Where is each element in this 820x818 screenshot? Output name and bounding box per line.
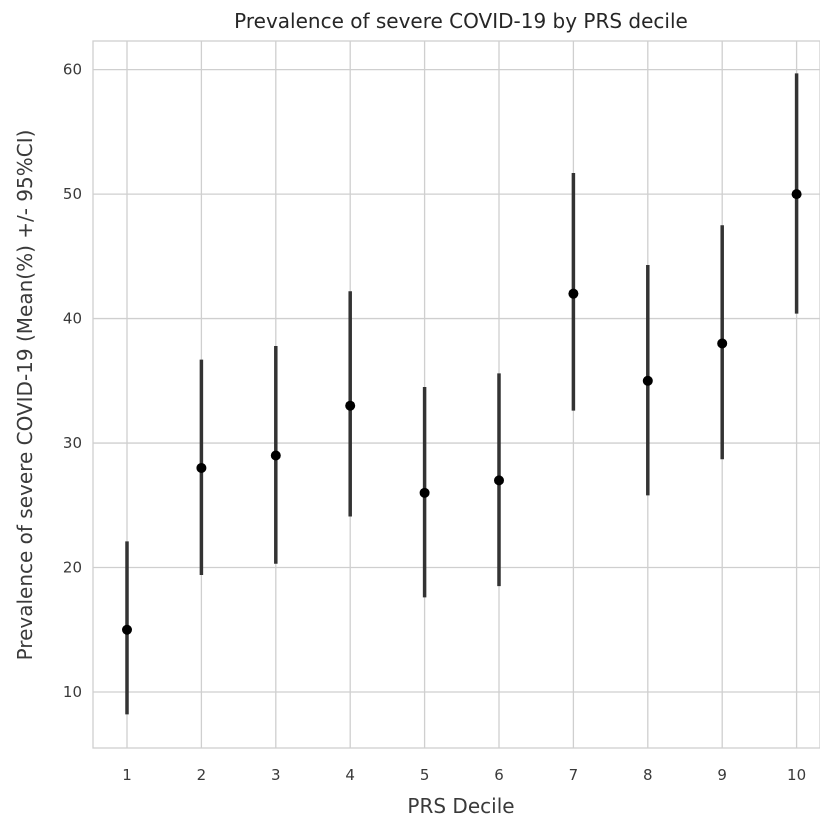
mean-point	[122, 624, 132, 635]
y-tick-label: 50	[63, 185, 82, 203]
y-axis-label: Prevalence of severe COVID-19 (Mean(%) +…	[13, 130, 37, 661]
mean-point	[568, 288, 579, 299]
mean-point	[270, 450, 281, 461]
mean-point	[196, 462, 207, 473]
mean-point	[494, 475, 504, 486]
mean-point	[419, 487, 430, 498]
mean-point	[791, 189, 802, 200]
y-tick-label: 20	[63, 559, 82, 577]
y-tick-label: 10	[63, 683, 82, 701]
mean-point	[717, 338, 728, 349]
x-tick-label: 9	[717, 766, 727, 784]
data-marks	[122, 73, 802, 715]
x-axis-label: PRS Decile	[407, 794, 514, 818]
x-tick-label: 8	[643, 766, 653, 784]
x-tick-label: 4	[345, 766, 355, 784]
x-tick-label: 7	[569, 766, 579, 784]
x-axis-ticks: 1 2 3 4 5 6 7 8 9 10	[122, 766, 806, 784]
mean-point	[345, 400, 356, 411]
x-tick-label: 5	[420, 766, 430, 784]
y-tick-label: 30	[63, 434, 82, 452]
x-tick-label: 1	[122, 766, 132, 784]
y-axis-ticks: 10 20 30 40 50 60	[63, 61, 82, 701]
chart-title: Prevalence of severe COVID-19 by PRS dec…	[234, 9, 688, 33]
plot-frame	[92, 40, 820, 749]
x-tick-label: 3	[271, 766, 281, 784]
y-tick-label: 40	[63, 310, 82, 328]
x-tick-label: 10	[787, 766, 806, 784]
mean-point	[642, 375, 653, 386]
x-tick-label: 6	[494, 766, 504, 784]
y-tick-label: 60	[63, 61, 82, 79]
x-tick-label: 2	[197, 766, 207, 784]
